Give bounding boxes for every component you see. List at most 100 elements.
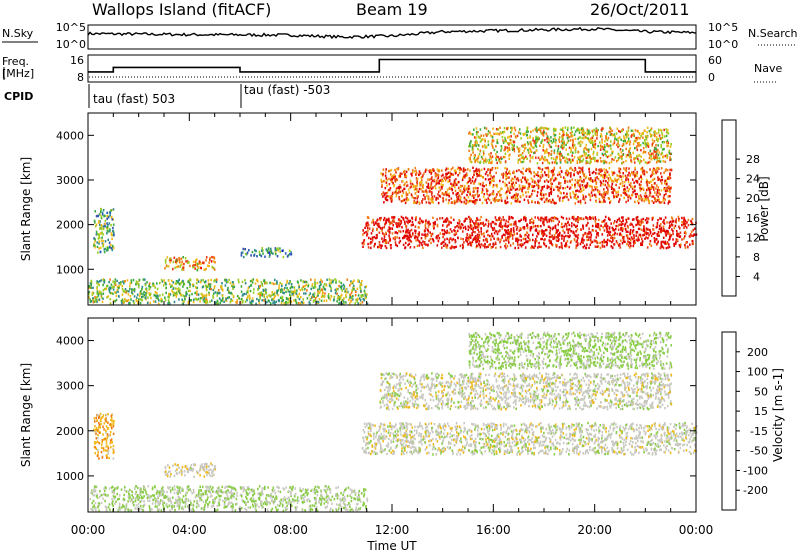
heatmap-cell xyxy=(498,198,501,202)
heatmap-cell xyxy=(570,128,573,131)
heatmap-cell xyxy=(575,146,577,150)
heatmap-cell xyxy=(449,228,452,231)
heatmap-cell xyxy=(490,161,493,165)
heatmap-cell xyxy=(388,188,391,192)
heatmap-cell xyxy=(636,200,639,203)
heatmap-cell xyxy=(282,291,284,294)
heatmap-cell xyxy=(533,189,536,193)
heatmap-cell xyxy=(398,195,400,199)
heatmap-cell xyxy=(181,263,183,266)
heatmap-cell xyxy=(462,167,465,170)
heatmap-cell xyxy=(357,280,359,283)
heatmap-cell xyxy=(518,154,520,157)
heatmap-cell xyxy=(561,244,563,247)
heatmap-cell xyxy=(444,179,447,182)
heatmap-cell xyxy=(507,126,509,130)
heatmap-cell xyxy=(445,167,448,170)
heatmap-cell xyxy=(481,157,484,160)
heatmap-cell xyxy=(261,283,263,286)
heatmap-cell xyxy=(624,222,627,225)
heatmap-cell xyxy=(209,283,211,286)
heatmap-cell xyxy=(601,127,604,130)
heatmap-cell xyxy=(473,173,475,177)
heatmap-cell xyxy=(475,187,477,190)
heatmap-cell xyxy=(378,225,381,228)
heatmap-cell xyxy=(396,167,398,171)
heatmap-cell xyxy=(516,145,518,149)
heatmap-cell xyxy=(448,192,450,196)
heatmap-cell xyxy=(641,177,643,181)
heatmap-cell xyxy=(430,181,433,184)
heatmap-cell xyxy=(480,134,482,137)
heatmap-cell xyxy=(654,191,656,194)
heatmap-cell xyxy=(432,201,434,204)
heatmap-cell xyxy=(554,217,557,220)
heatmap-cell xyxy=(527,236,530,240)
heatmap-cell xyxy=(560,175,562,178)
heatmap-cell xyxy=(161,280,164,283)
heatmap-cell xyxy=(389,221,392,224)
heatmap-cell xyxy=(273,296,276,299)
heatmap-cell xyxy=(442,197,444,200)
heatmap-cell xyxy=(410,228,413,232)
heatmap-cell xyxy=(427,222,429,225)
heatmap-cell xyxy=(453,179,456,182)
heatmap-cell xyxy=(504,155,506,159)
heatmap-cell xyxy=(363,242,365,246)
heatmap-cell xyxy=(528,195,531,198)
heatmap-cell xyxy=(580,228,582,231)
heatmap-cell xyxy=(427,220,429,224)
heatmap-cell xyxy=(476,225,478,229)
heatmap-cell xyxy=(576,171,579,174)
heatmap-cell xyxy=(366,232,369,235)
heatmap-cell xyxy=(627,217,630,220)
heatmap-cell xyxy=(418,226,420,229)
heatmap-cell xyxy=(415,177,418,180)
heatmap-cell xyxy=(646,188,648,192)
heatmap-cell xyxy=(555,144,557,147)
heatmap-cell xyxy=(578,179,581,182)
heatmap-cell xyxy=(443,244,445,247)
heatmap-cell xyxy=(546,200,548,203)
heatmap-cell xyxy=(643,139,646,142)
heatmap-cell xyxy=(643,173,646,176)
heatmap-cell xyxy=(110,283,113,286)
heatmap-cell xyxy=(651,144,654,147)
heatmap-cell xyxy=(233,285,236,289)
heatmap-cell xyxy=(325,284,328,287)
heatmap-cell xyxy=(196,262,199,266)
heatmap-cell xyxy=(658,178,661,181)
heatmap-cell xyxy=(198,262,200,265)
heatmap-cell xyxy=(95,233,98,236)
heatmap-cell xyxy=(446,246,448,249)
heatmap-cell xyxy=(385,246,388,250)
heatmap-cell xyxy=(517,243,519,246)
heatmap-cell xyxy=(127,299,130,302)
heatmap-cell xyxy=(581,133,584,136)
heatmap-cell xyxy=(525,195,528,198)
heatmap-cell xyxy=(428,201,430,204)
heatmap-cell xyxy=(382,180,385,183)
heatmap-cell xyxy=(260,281,263,284)
heatmap-cell xyxy=(624,174,627,177)
heatmap-cell xyxy=(161,300,163,303)
heatmap-cell xyxy=(269,302,272,305)
heatmap-cell xyxy=(542,234,544,237)
heatmap-cell xyxy=(246,299,248,302)
heatmap-cell xyxy=(109,278,111,281)
heatmap-cell xyxy=(654,199,657,203)
heatmap-cell xyxy=(289,295,292,298)
heatmap-cell xyxy=(434,220,436,224)
heatmap-cell xyxy=(596,189,599,192)
heatmap-cell xyxy=(613,229,615,232)
heatmap-cell xyxy=(566,169,569,173)
heatmap-cell xyxy=(619,175,621,178)
heatmap-cell xyxy=(98,220,100,223)
heatmap-cell xyxy=(665,233,667,236)
heatmap-cell xyxy=(172,267,174,271)
heatmap-cell xyxy=(595,159,598,163)
heatmap-cell xyxy=(507,238,510,241)
heatmap-cell xyxy=(647,196,649,199)
heatmap-cell xyxy=(431,232,434,236)
